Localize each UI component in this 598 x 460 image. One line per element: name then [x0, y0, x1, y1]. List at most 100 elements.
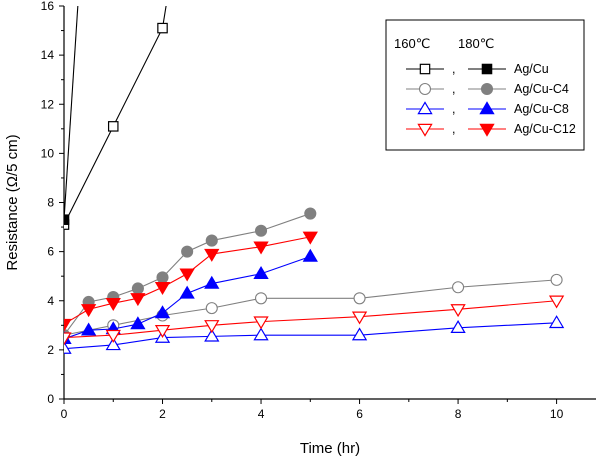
data-point: [131, 282, 144, 295]
data-point: [154, 325, 171, 339]
data-point: [204, 328, 220, 342]
legend-marker-open: [417, 101, 433, 115]
series-1: [64, 6, 79, 225]
data-point: [80, 322, 97, 336]
data-point: [105, 329, 121, 343]
series-line-2: [64, 279, 557, 336]
data-point: [351, 327, 368, 341]
legend-marker-open: [418, 82, 432, 96]
series-line-1: [64, 6, 79, 220]
x-tick-label: 8: [455, 407, 462, 421]
data-point: [179, 285, 195, 299]
data-point: [204, 248, 220, 262]
x-tick-label: 6: [356, 407, 363, 421]
data-point: [105, 297, 121, 311]
data-point: [130, 293, 146, 307]
series-line-4: [64, 322, 557, 350]
legend-marker-filled: [479, 123, 495, 137]
legend-header-160: 160℃: [394, 36, 430, 51]
y-tick-label: 16: [41, 0, 55, 13]
series-7: [64, 231, 318, 332]
data-point: [452, 281, 465, 294]
data-point: [253, 241, 269, 255]
data-point: [64, 318, 72, 332]
data-point: [253, 327, 269, 341]
legend-marker-open: [417, 123, 433, 137]
data-point: [130, 316, 146, 330]
x-tick-label: 10: [550, 407, 564, 421]
data-point: [64, 332, 72, 346]
data-point: [254, 292, 268, 305]
y-tick-label: 14: [41, 48, 55, 62]
legend-entry-2: , Ag/Cu-C8: [406, 101, 569, 116]
x-tick-label: 4: [258, 407, 265, 421]
x-tick-label: 2: [159, 407, 166, 421]
data-point: [107, 121, 119, 132]
series-6: [64, 295, 565, 346]
legend-entry-3: , Ag/Cu-C12: [406, 122, 576, 137]
legend-label: Ag/Cu-C8: [514, 102, 569, 116]
data-point: [548, 315, 565, 329]
data-point: [154, 282, 171, 296]
legend-rows: , Ag/Cu, Ag/Cu-C4, Ag/Cu-C8, Ag/Cu-C12: [406, 62, 576, 137]
series-3: [64, 207, 317, 342]
data-point: [64, 214, 70, 225]
x-axis-label: Time (hr): [300, 440, 360, 457]
data-point: [179, 268, 195, 282]
data-point: [450, 319, 466, 333]
legend: 160℃ 180℃ , Ag/Cu, Ag/Cu-C4, Ag/Cu-C8, Ag/Cu…: [385, 19, 585, 151]
legend-separator: ,: [452, 62, 455, 76]
legend-separator: ,: [452, 122, 455, 136]
y-tick-label: 6: [47, 245, 54, 259]
data-point: [205, 302, 218, 315]
series-line-6: [64, 300, 557, 339]
legend-label: Ag/Cu: [514, 62, 549, 76]
legend-separator: ,: [452, 102, 455, 116]
data-point: [302, 231, 318, 245]
legend-marker-filled: [481, 63, 493, 75]
data-point: [105, 337, 121, 351]
y-tick-label: 8: [47, 196, 54, 210]
y-tick-label: 12: [41, 97, 55, 111]
series-layer: [64, 6, 565, 354]
data-point: [204, 275, 220, 289]
legend-marker-filled: [480, 82, 494, 96]
y-tick-label: 4: [47, 294, 54, 308]
y-axis-label: Resistance (Ω/5 cm): [4, 134, 21, 270]
legend-header-180: 180℃: [458, 36, 494, 51]
data-point: [80, 304, 97, 318]
data-point: [351, 311, 368, 325]
y-tick-label: 2: [47, 343, 54, 357]
legend-marker-open: [419, 63, 431, 75]
data-point: [253, 316, 269, 330]
data-point: [353, 292, 366, 305]
data-point: [156, 271, 169, 284]
data-point: [253, 265, 269, 279]
legend-label: Ag/Cu-C12: [514, 122, 576, 136]
data-point: [154, 305, 171, 319]
legend-marker-filled: [479, 101, 495, 115]
data-point: [181, 245, 194, 258]
data-point: [254, 224, 268, 237]
data-point: [205, 234, 218, 247]
legend-separator: ,: [452, 82, 455, 96]
legend-entry-0: , Ag/Cu: [406, 62, 549, 76]
data-point: [550, 273, 563, 286]
data-point: [548, 295, 565, 309]
data-point: [302, 248, 318, 262]
y-tick-label: 0: [47, 392, 54, 406]
data-point: [304, 207, 317, 220]
data-point: [64, 340, 72, 354]
data-point: [450, 304, 466, 318]
data-point: [204, 320, 220, 334]
y-tick-label: 10: [41, 146, 55, 160]
series-4: [64, 315, 565, 354]
x-tick-label: 0: [61, 407, 68, 421]
series-line-0: [64, 6, 167, 225]
series-5: [64, 248, 318, 345]
tick-labels: 0 2 4 6 8 10 12 14 16 0 2 4 6 8 10: [41, 0, 564, 421]
legend-entry-1: , Ag/Cu-C4: [406, 82, 569, 96]
data-point: [157, 22, 168, 34]
legend-label: Ag/Cu-C4: [514, 82, 569, 96]
